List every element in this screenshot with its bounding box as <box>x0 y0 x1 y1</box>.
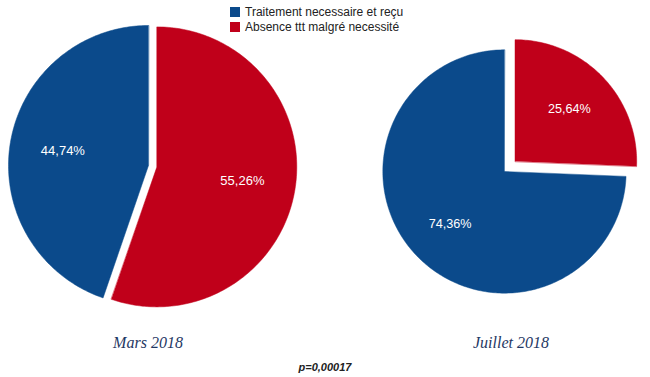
svg-text:25,64%: 25,64% <box>548 102 591 116</box>
html-text:Juillet 2018: Juillet 2018 <box>473 334 549 351</box>
html-text:Mars 2018: Mars 2018 <box>113 334 183 351</box>
html-text:Absence ttt malgré necessité: Absence ttt malgré necessité <box>245 19 400 34</box>
html-text:Traitement necessaire et reçu: Traitement necessaire et reçu <box>245 4 404 19</box>
svg-text:44,74%: 44,74% <box>41 143 86 158</box>
svg-text:74,36%: 74,36% <box>429 217 472 231</box>
html-text:p=0,00017: p=0,00017 <box>298 361 352 373</box>
svg-text:55,26%: 55,26% <box>220 173 265 188</box>
